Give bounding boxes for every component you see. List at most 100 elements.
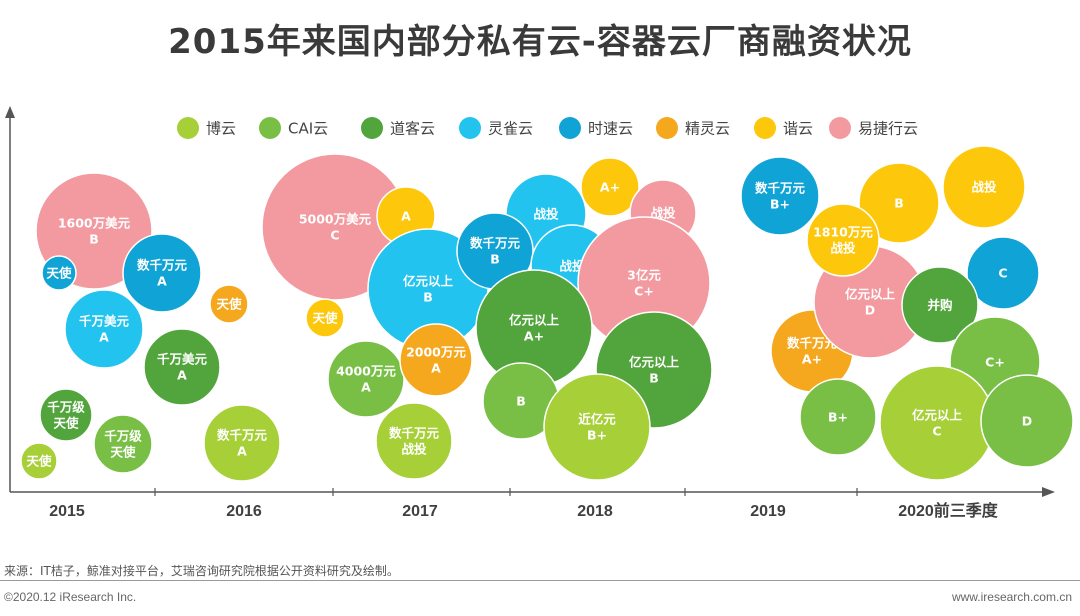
legend-label: 谐云 <box>783 120 813 138</box>
bubble-label: 数千万元 <box>388 426 440 441</box>
bubble-label: D <box>865 303 875 318</box>
bubble-label: B+ <box>828 410 848 425</box>
bubble-label: 战投 <box>830 241 856 256</box>
bubble-label: 天使 <box>216 297 242 312</box>
bubble-circle <box>20 442 58 480</box>
bubble-label: B+ <box>587 428 607 443</box>
bubble-label: 亿元以上 <box>403 274 454 289</box>
legend-swatch <box>754 117 776 139</box>
bubble-circle <box>966 236 1040 310</box>
bubble-label: 战投 <box>401 442 427 457</box>
bubble: B <box>858 162 940 244</box>
bubble-label: D <box>1022 414 1032 429</box>
bubble-circle <box>858 162 940 244</box>
x-axis-arrow <box>1042 487 1055 497</box>
bubble-circle <box>143 328 221 406</box>
bubble-label: 亿元以上 <box>629 355 680 370</box>
bubble-label: B <box>894 196 904 211</box>
bubble-label: C+ <box>985 355 1005 370</box>
bubble-label: 天使 <box>110 445 136 460</box>
legend-label: 博云 <box>206 120 236 138</box>
bubble-label: 战投 <box>650 206 676 221</box>
bubble-label: 天使 <box>53 416 79 431</box>
chart-axes <box>5 106 1055 497</box>
bubble-circle <box>39 388 93 442</box>
copyright: ©2020.12 iResearch Inc. <box>4 590 137 604</box>
chart-legend: 博云 CAI云 道客云 灵雀云 时速云 精灵云 谐云 易捷行云 <box>177 117 918 139</box>
bubble-label: 1600万美元 <box>58 216 131 231</box>
bubble-label: A <box>157 274 167 289</box>
bubble-label: A <box>361 380 371 395</box>
bubble-circle <box>740 156 820 236</box>
bubble-circle <box>942 145 1026 229</box>
bubble-label: 5000万美元 <box>299 212 372 227</box>
legend-label: 时速云 <box>588 120 633 138</box>
bubble: 天使 <box>20 442 58 480</box>
bubble-circle <box>543 373 651 481</box>
bubble-circle <box>901 266 979 344</box>
bubble-label: 天使 <box>312 311 338 326</box>
bubble-label: 并购 <box>927 298 952 313</box>
bubble-label: A <box>177 368 187 383</box>
bubble-circle <box>209 284 249 324</box>
x-tick-label: 2018 <box>577 503 613 520</box>
footer-divider <box>0 580 1080 581</box>
bubble-label: C <box>998 266 1007 281</box>
x-axis-labels: 2015 2016 2017 2018 2019 2020前三季度 <box>49 501 999 520</box>
bubble: 天使 <box>41 255 77 291</box>
bubble-circle <box>799 378 877 456</box>
bubble-label: 千万级 <box>104 429 142 444</box>
bubble: C <box>966 236 1040 310</box>
legend-label: 道客云 <box>390 120 435 138</box>
legend-swatch <box>459 117 481 139</box>
bubble-label: A <box>401 209 411 224</box>
bubble-circle <box>203 404 281 482</box>
bubble-label: 战投 <box>533 207 559 222</box>
x-tick-label: 2016 <box>226 503 262 520</box>
bubble-label: A+ <box>600 180 620 195</box>
bubble-label: 天使 <box>26 454 52 469</box>
bubble-label: B <box>423 290 433 305</box>
bubble-label: B <box>490 252 500 267</box>
bubble-circle <box>980 374 1074 468</box>
bubble-label: 数千万元 <box>786 336 838 351</box>
legend-swatch <box>559 117 581 139</box>
bubble-circle <box>64 289 144 369</box>
chart-bubbles: 1600万美元B天使数千万元A千万美元A千万美元A千万级天使千万级天使天使天使数… <box>20 145 1074 482</box>
legend-swatch <box>656 117 678 139</box>
bubble: A+ <box>580 157 640 217</box>
bubble-label: 千万美元 <box>79 314 130 329</box>
x-tick-label: 2015 <box>49 503 85 520</box>
chart-title: 2015年来国内部分私有云-容器云厂商融资状况 <box>168 22 912 62</box>
bubble-label: B+ <box>770 197 790 212</box>
bubble: B+ <box>799 378 877 456</box>
bubble-label: 3亿元 <box>627 268 661 283</box>
bubble-label: B <box>516 394 526 409</box>
bubble-circle <box>399 323 473 397</box>
legend-label: 易捷行云 <box>858 120 918 138</box>
legend-label: CAI云 <box>288 120 328 138</box>
legend-swatch <box>829 117 851 139</box>
bubble-label: 千万级 <box>47 400 85 415</box>
bubble-label: 战投 <box>971 180 997 195</box>
bubble: 战投 <box>942 145 1026 229</box>
bubble-label: 近亿元 <box>578 412 616 427</box>
bubble-label: 数千万元 <box>469 236 521 251</box>
bubble-label: B <box>89 232 99 247</box>
bubble-label: C <box>330 228 339 243</box>
bubble: 天使 <box>305 298 345 338</box>
bubble-label: A <box>237 444 247 459</box>
